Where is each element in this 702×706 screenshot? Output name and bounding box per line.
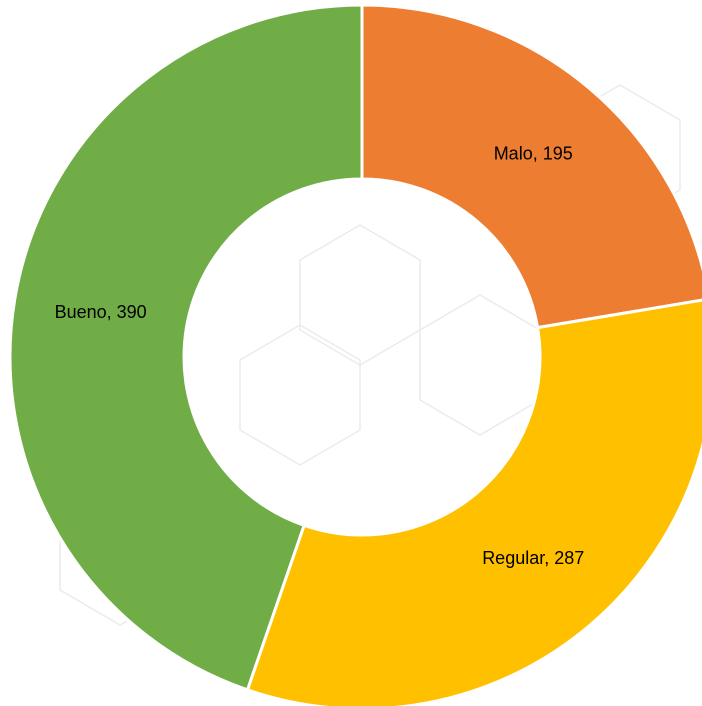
- data-label: Regular, 287: [482, 548, 584, 568]
- data-label: Malo, 195: [494, 144, 573, 164]
- data-label: Bueno, 390: [55, 302, 147, 322]
- slice: [360, 3, 702, 330]
- labels: Malo, 195 Regular, 287 Bueno, 390: [55, 144, 585, 568]
- slice: [245, 298, 702, 706]
- slices: [8, 3, 702, 706]
- slice: [8, 3, 364, 692]
